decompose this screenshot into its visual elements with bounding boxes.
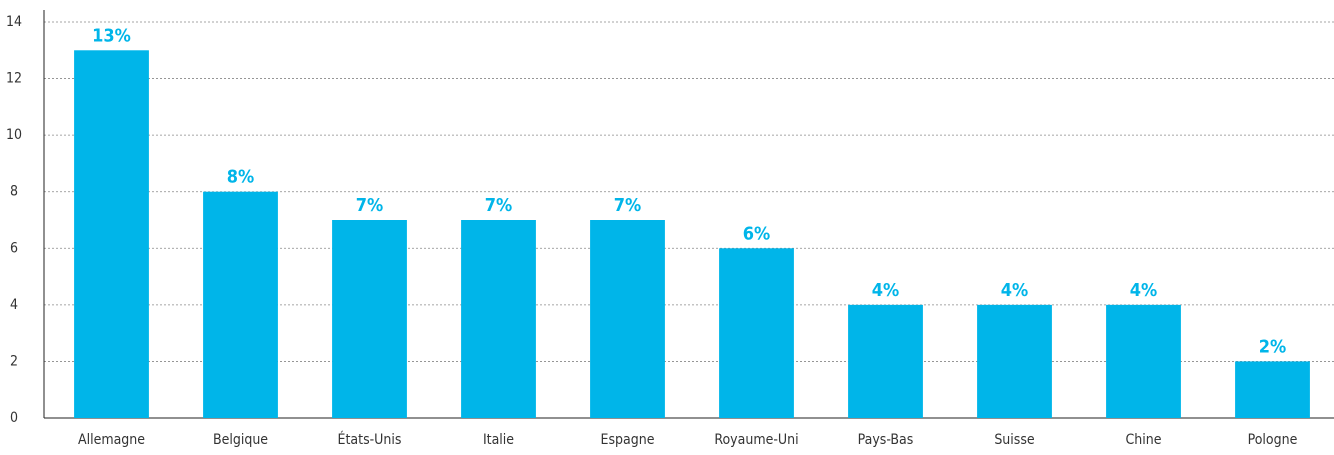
y-tick-label: 14	[6, 14, 22, 30]
bar	[1106, 304, 1181, 418]
x-tick-label: Royaume-Uni	[714, 432, 798, 448]
bar	[332, 220, 407, 418]
x-tick-label: États-Unis	[338, 431, 402, 448]
x-tick-label: Pays-Bas	[858, 432, 914, 448]
y-tick-label: 4	[10, 297, 18, 313]
bar	[74, 50, 149, 419]
y-tick-label: 6	[10, 240, 18, 256]
bar	[590, 220, 665, 418]
x-tick-label: Italie	[483, 432, 514, 448]
bar	[461, 220, 536, 418]
x-tick-label: Chine	[1125, 432, 1161, 448]
value-label: 8%	[227, 167, 255, 188]
value-label: 13%	[92, 25, 131, 46]
bar	[1235, 361, 1310, 418]
x-tick-label: Pologne	[1248, 432, 1298, 448]
bar	[203, 191, 278, 418]
value-label: 4%	[872, 280, 900, 301]
value-label: 4%	[1001, 280, 1029, 301]
x-tick-label: Espagne	[601, 432, 655, 448]
value-label: 7%	[485, 195, 513, 216]
y-tick-label: 2	[10, 353, 18, 369]
x-tick-label: Suisse	[994, 432, 1035, 448]
value-label: 2%	[1259, 336, 1287, 357]
y-tick-label: 0	[10, 410, 18, 426]
value-label: 7%	[614, 195, 642, 216]
y-tick-label: 8	[10, 184, 18, 200]
bar	[719, 248, 794, 418]
y-tick-label: 10	[6, 127, 22, 143]
value-label: 4%	[1130, 280, 1158, 301]
value-label: 6%	[743, 223, 771, 244]
bar	[848, 304, 923, 418]
bar	[977, 304, 1052, 418]
value-label: 7%	[356, 195, 384, 216]
x-tick-label: Belgique	[213, 432, 268, 448]
x-tick-label: Allemagne	[78, 432, 145, 448]
y-tick-label: 12	[6, 71, 22, 87]
